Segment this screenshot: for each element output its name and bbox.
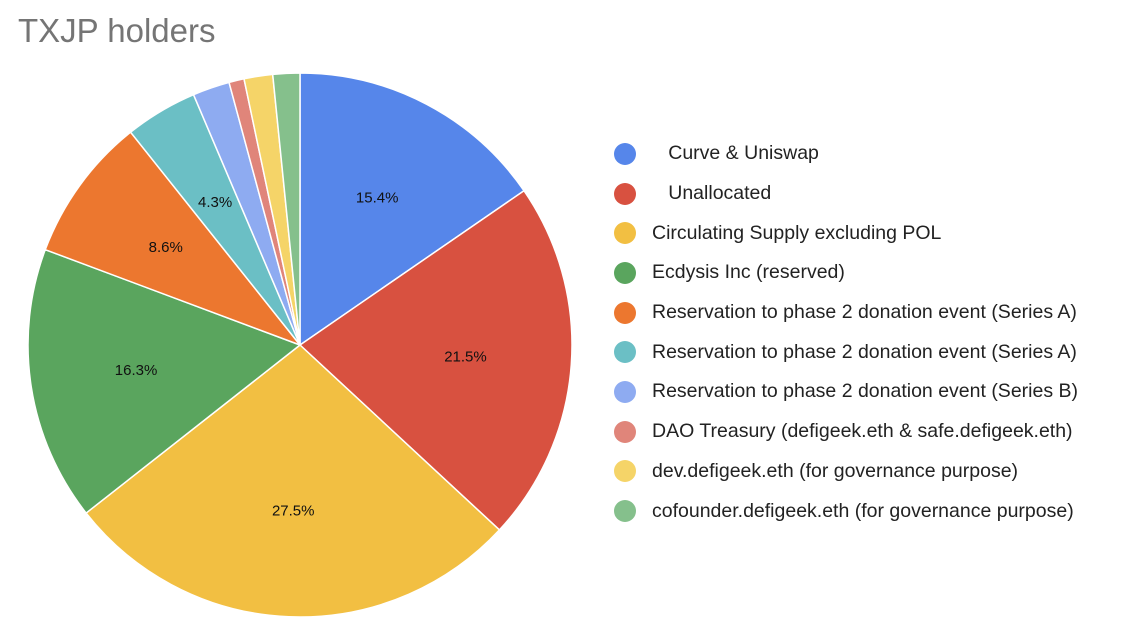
legend-item[interactable]: Reservation to phase 2 donation event (S… (614, 372, 1078, 412)
chart-title: TXJP holders (18, 12, 216, 49)
slice-data-label: 8.6% (149, 239, 183, 256)
pie-chart: 15.4% 21.5% 27.5% 16.3% 8.6% 4.3% (27, 72, 573, 618)
slice-data-label: 15.4% (356, 190, 399, 207)
legend-label: Unallocated (652, 182, 772, 205)
legend-label: Ecdysis Inc (reserved) (652, 261, 845, 284)
chart-legend: Curve & Uniswap Unallocated Circulating S… (614, 134, 1078, 531)
legend-label: cofounder.defigeek.eth (for governance p… (652, 499, 1074, 522)
pie-slice[interactable] (299, 72, 525, 346)
legend-label: Reservation to phase 2 donation event (S… (652, 380, 1079, 403)
legend-label: DAO Treasury (defigeek.eth & safe.defige… (652, 420, 1073, 443)
legend-label: Curve & Uniswap (652, 142, 819, 165)
legend-item[interactable]: Ecdysis Inc (reserved) (614, 253, 1078, 293)
legend-swatch (614, 182, 636, 205)
pie-slice[interactable] (271, 72, 301, 346)
legend-item[interactable]: Curve & Uniswap (614, 134, 1078, 174)
legend-swatch (614, 261, 636, 284)
legend-swatch (614, 341, 636, 364)
legend-swatch (614, 380, 636, 403)
slice-data-label: 16.3% (115, 362, 158, 379)
slice-data-label: 27.5% (272, 502, 315, 519)
legend-label: Circulating Supply excluding POL (652, 221, 942, 244)
legend-item[interactable]: Circulating Supply excluding POL (614, 213, 1078, 253)
legend-item[interactable]: dev.defigeek.eth (for governance purpose… (614, 452, 1078, 492)
legend-swatch (614, 460, 636, 483)
legend-label: dev.defigeek.eth (for governance purpose… (652, 459, 1019, 482)
legend-label: Reservation to phase 2 donation event (S… (652, 301, 1077, 324)
pie-slice[interactable] (299, 189, 573, 531)
legend-item[interactable]: Reservation to phase 2 donation event (S… (614, 293, 1078, 333)
slice-data-label: 21.5% (444, 348, 487, 365)
pie-slice[interactable] (85, 344, 501, 618)
pie-slice[interactable] (44, 131, 301, 346)
legend-swatch (614, 222, 636, 245)
legend-item[interactable]: Reservation to phase 2 donation event (S… (614, 332, 1078, 372)
legend-item[interactable]: cofounder.defigeek.eth (for governance p… (614, 491, 1078, 531)
legend-swatch (614, 500, 636, 523)
legend-swatch (614, 301, 636, 324)
pie-slice[interactable] (27, 248, 301, 514)
legend-swatch (614, 420, 636, 443)
legend-item[interactable]: DAO Treasury (defigeek.eth & safe.defige… (614, 412, 1078, 452)
slice-data-label: 4.3% (198, 194, 232, 211)
legend-swatch (614, 142, 636, 165)
legend-item[interactable]: Unallocated (614, 174, 1078, 214)
legend-label: Reservation to phase 2 donation event (S… (652, 340, 1077, 363)
